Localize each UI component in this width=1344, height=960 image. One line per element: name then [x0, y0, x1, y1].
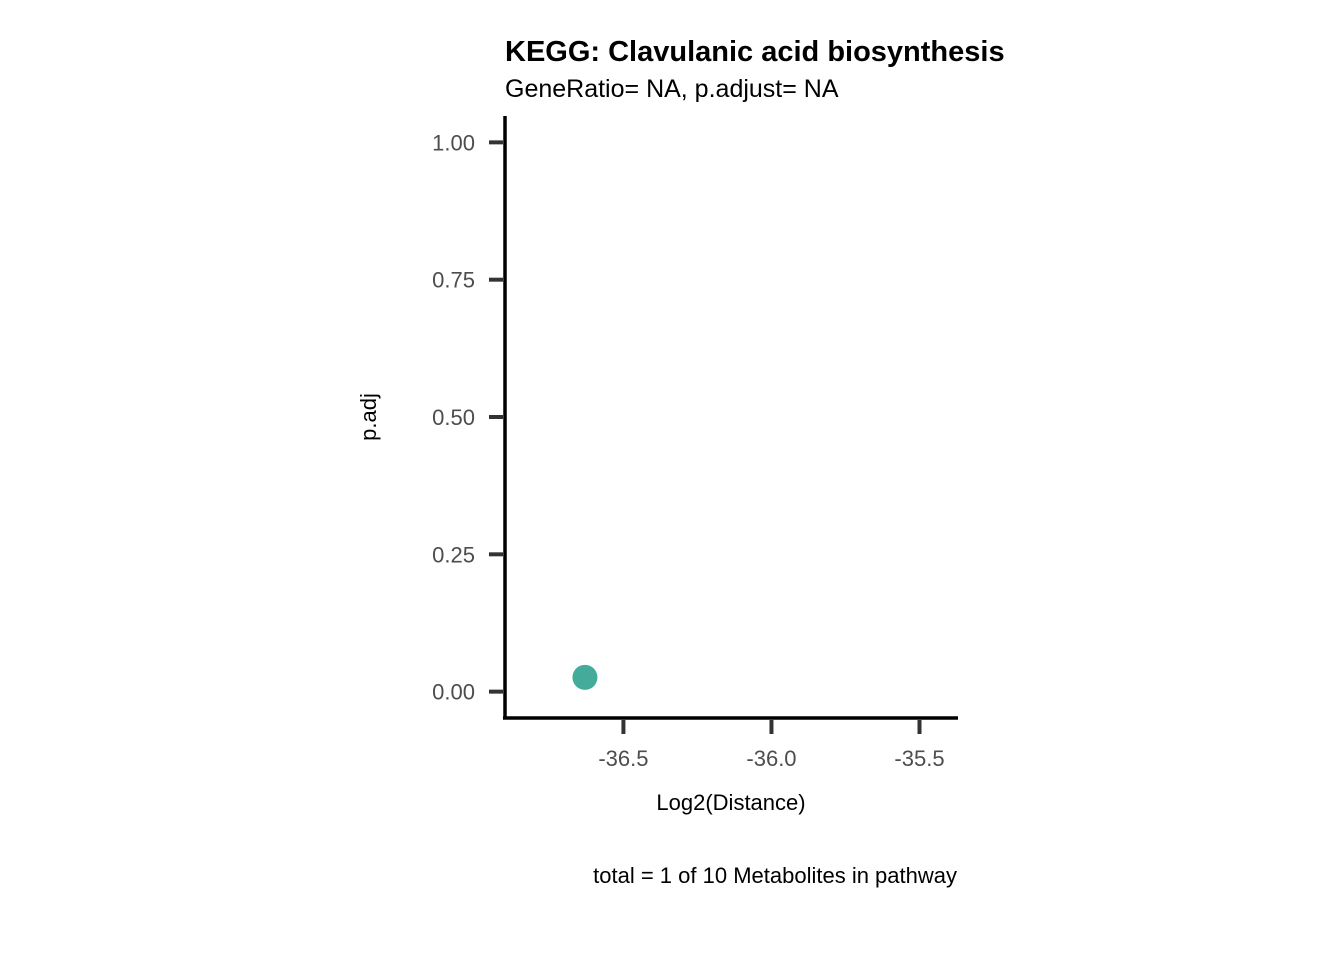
y-tick-label: 0.25	[432, 542, 475, 567]
x-tick-label: -36.0	[746, 746, 796, 771]
y-tick-label: 0.75	[432, 268, 475, 293]
y-axis-title: p.adj	[356, 393, 381, 441]
data-points	[572, 664, 598, 690]
chart-title: KEGG: Clavulanic acid biosynthesis	[505, 36, 1005, 68]
y-axis-ticks: 0.00 0.25 0.50 0.75 1.00	[432, 130, 503, 705]
data-point	[572, 664, 598, 690]
chart-caption: total = 1 of 10 Metabolites in pathway	[593, 863, 957, 888]
chart-subtitle: GeneRatio= NA, p.adjust= NA	[505, 75, 839, 103]
y-tick-label: 0.50	[432, 405, 475, 430]
x-tick-label: -35.5	[894, 746, 944, 771]
y-tick-label: 1.00	[432, 130, 475, 155]
x-axis-title: Log2(Distance)	[656, 790, 805, 815]
x-axis-ticks: -36.5 -36.0 -35.5	[598, 720, 945, 771]
y-tick-label: 0.00	[432, 680, 475, 705]
x-tick-label: -36.5	[598, 746, 648, 771]
